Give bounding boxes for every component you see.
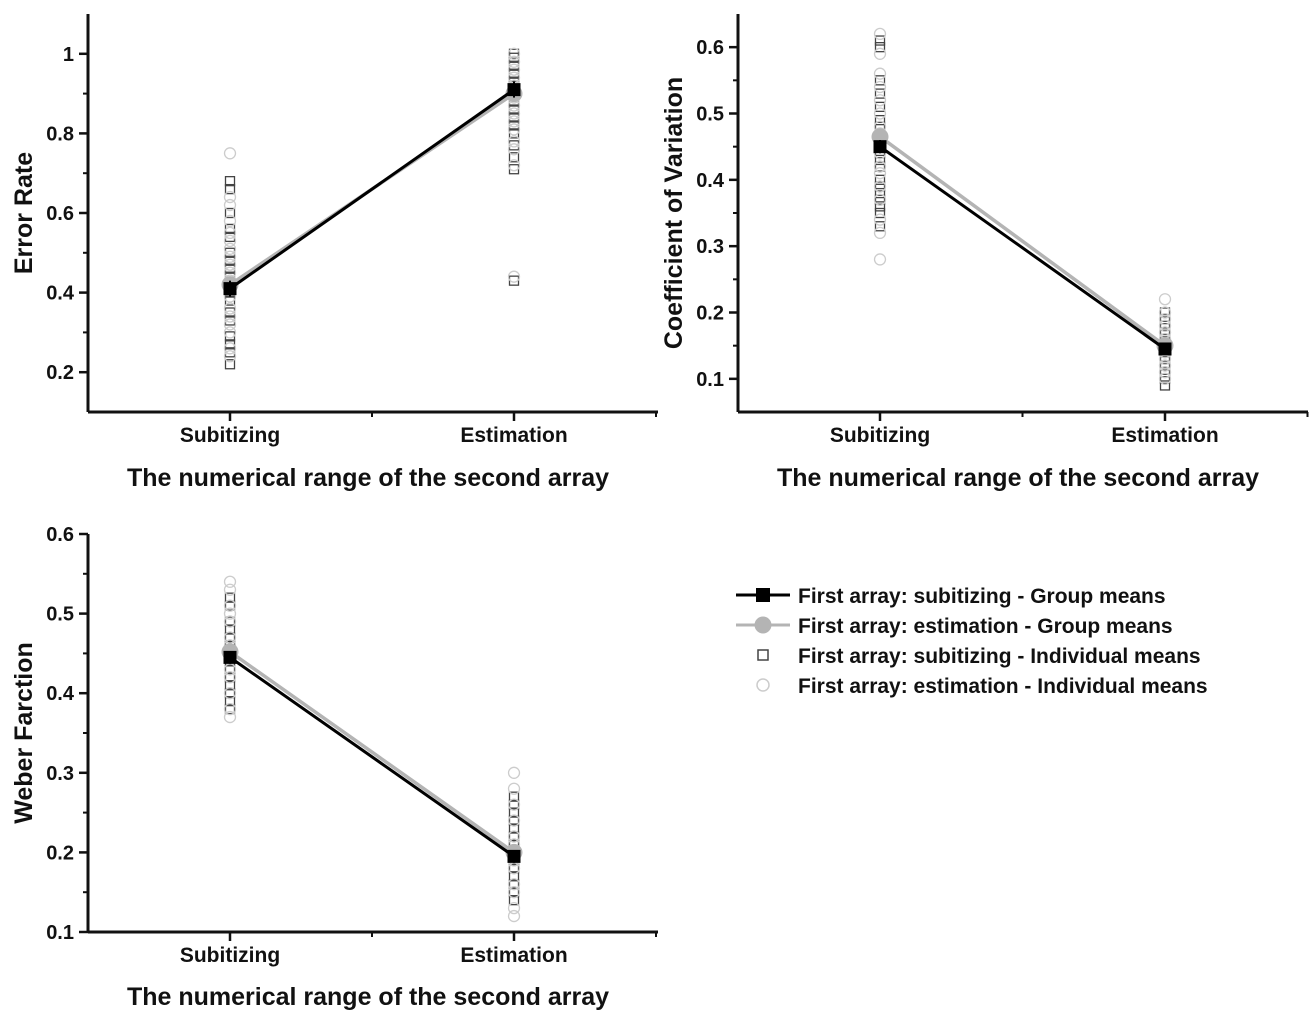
individual-point-subitizing: [876, 195, 885, 204]
individual-point-estimation: [225, 576, 236, 587]
individual-point-subitizing: [1161, 354, 1170, 363]
individual-point-estimation: [875, 68, 886, 79]
individual-point-subitizing: [876, 189, 885, 198]
legend-label: First array: estimation - Individual mea…: [798, 675, 1208, 698]
legend: First array: subitizing - Group means Fir…: [736, 585, 1208, 698]
individual-point-subitizing: [876, 89, 885, 98]
individual-point-subitizing: [876, 76, 885, 85]
y-tick-label: 0.5: [46, 604, 74, 626]
individual-point-estimation: [875, 48, 886, 59]
y-tick-label: 0.6: [696, 37, 724, 59]
individual-point-subitizing: [876, 222, 885, 231]
y-tick-label: 0.2: [46, 842, 74, 864]
individual-point-estimation: [509, 767, 520, 778]
individual-point-subitizing: [876, 182, 885, 191]
x-axis-title: The numerical range of the second array: [777, 464, 1259, 492]
legend-label: First array: subitizing - Individual mea…: [798, 645, 1201, 668]
individual-point-subitizing: [876, 116, 885, 125]
group-mean-point-subitizing: [508, 83, 521, 96]
y-axis-title: Coefficient of Variation: [660, 77, 688, 349]
group-mean-point-subitizing: [1159, 342, 1172, 355]
individual-point-subitizing: [876, 102, 885, 111]
x-category-label: Subitizing: [180, 424, 280, 447]
y-tick-label: 0.2: [46, 362, 74, 384]
x-category-label: Subitizing: [180, 944, 280, 967]
coefficient-of-variation-panel: 0.1 0.2 0.3 0.4 0.5 0.6 Subitizing Estimation Th…: [660, 14, 1308, 492]
individual-point-subitizing: [1161, 328, 1170, 337]
legend-marker-subitizing-individual: [758, 650, 768, 660]
individual-point-subitizing: [876, 43, 885, 52]
x-category-label: Estimation: [460, 944, 567, 967]
individual-point-estimation: [875, 227, 886, 238]
y-tick-label: 0.2: [696, 303, 724, 325]
individual-point-subitizing: [876, 209, 885, 218]
y-tick-label: 0.6: [46, 203, 74, 225]
y-tick-label: 0.4: [46, 283, 75, 305]
x-axis-title: The numerical range of the second array: [127, 983, 609, 1011]
weber-fraction-panel: 0.1 0.2 0.3 0.4 0.5 0.6 Subitizing Estimation Th…: [10, 524, 658, 1011]
individual-point-subitizing: [1161, 361, 1170, 370]
individual-point-estimation: [875, 28, 886, 39]
y-tick-label: 0.4: [46, 683, 75, 705]
individual-point-estimation: [225, 148, 236, 159]
individual-point-subitizing: [1161, 381, 1170, 390]
individual-point-subitizing: [1161, 374, 1170, 383]
group-mean-line-estimation: [230, 652, 514, 853]
x-category-label: Subitizing: [830, 424, 930, 447]
y-tick-label: 0.3: [46, 763, 74, 785]
y-tick-label: 0.6: [46, 524, 74, 546]
legend-label: First array: estimation - Group means: [798, 615, 1173, 638]
individual-point-subitizing: [876, 162, 885, 171]
group-mean-point-subitizing: [224, 282, 237, 295]
group-mean-line-estimation: [880, 137, 1165, 346]
individual-point-estimation: [875, 108, 886, 119]
y-tick-label: 0.4: [696, 170, 725, 192]
x-category-label: Estimation: [1111, 424, 1218, 447]
legend-marker-subitizing-group: [756, 588, 770, 602]
individual-point-subitizing: [1161, 321, 1170, 330]
group-mean-line-subitizing: [230, 90, 514, 289]
individual-point-estimation: [875, 81, 886, 92]
individual-point-estimation: [875, 214, 886, 225]
individual-point-estimation: [875, 168, 886, 179]
y-tick-label: 0.8: [46, 123, 74, 145]
individual-point-estimation: [875, 254, 886, 265]
error-rate-panel: 0.2 0.4 0.6 0.8 1 Subitizing Estimation The num…: [10, 14, 658, 492]
group-mean-point-subitizing: [224, 651, 237, 664]
y-tick-label: 0.3: [696, 236, 724, 258]
legend-label: First array: subitizing - Group means: [798, 585, 1166, 608]
y-tick-label: 0.1: [46, 922, 74, 944]
individual-point-subitizing: [876, 155, 885, 164]
y-tick-label: 1: [63, 44, 74, 66]
individual-point-subitizing: [1161, 308, 1170, 317]
group-mean-line-subitizing: [230, 657, 514, 856]
individual-point-subitizing: [876, 175, 885, 184]
legend-marker-estimation-individual: [757, 679, 769, 691]
group-mean-point-subitizing: [874, 140, 887, 153]
x-category-label: Estimation: [460, 424, 567, 447]
individual-point-subitizing: [1161, 368, 1170, 377]
y-tick-label: 0.5: [696, 104, 724, 126]
individual-point-subitizing: [876, 202, 885, 211]
y-axis-title: Weber Farction: [10, 642, 38, 824]
group-mean-line-subitizing: [880, 147, 1165, 349]
legend-marker-estimation-group: [755, 617, 772, 634]
x-axis-title: The numerical range of the second array: [127, 464, 609, 492]
group-mean-point-subitizing: [508, 850, 521, 863]
individual-point-subitizing: [1161, 315, 1170, 324]
individual-point-subitizing: [876, 36, 885, 45]
individual-point-estimation: [875, 95, 886, 106]
y-axis-title: Error Rate: [10, 152, 38, 274]
individual-point-estimation: [1160, 294, 1171, 305]
y-tick-label: 0.1: [696, 369, 724, 391]
